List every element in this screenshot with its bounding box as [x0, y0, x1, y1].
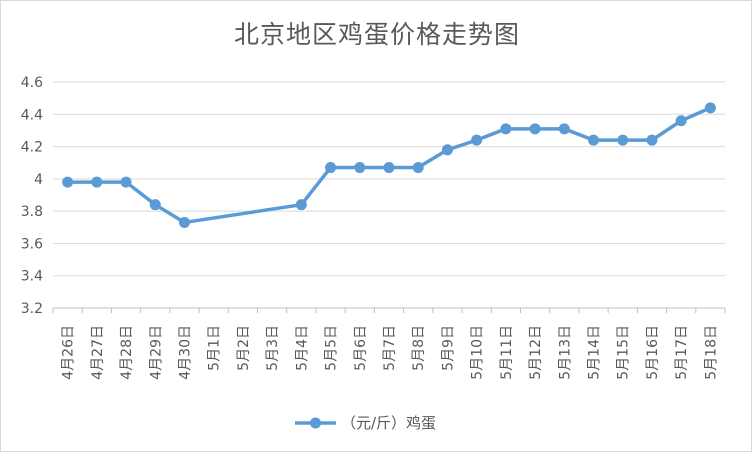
x-tick-label: 5月8日 [411, 325, 427, 371]
y-tick-label: 3.2 [21, 301, 43, 317]
x-tick-label: 5月7日 [382, 325, 398, 371]
data-point [62, 176, 74, 188]
x-tick-label: 5月3日 [265, 325, 281, 371]
data-point [149, 199, 161, 211]
x-tick-label: 4月26日 [61, 325, 77, 380]
y-tick-label: 4 [34, 172, 43, 188]
y-tick-label: 3.4 [21, 269, 43, 285]
x-tick-label: 5月10日 [470, 325, 486, 380]
x-tick-label: 4月28日 [119, 325, 135, 380]
data-point [178, 216, 190, 228]
y-tick-label: 4.4 [21, 107, 43, 123]
y-tick-label: 4.6 [21, 75, 43, 91]
data-point [412, 162, 424, 174]
x-tick-label: 4月27日 [90, 325, 106, 380]
data-point [325, 162, 337, 174]
data-point [441, 144, 453, 156]
data-point [120, 176, 132, 188]
x-tick-label: 5月14日 [587, 325, 603, 380]
data-point [704, 102, 716, 114]
x-tick-label: 5月9日 [440, 325, 456, 371]
legend-marker [310, 417, 321, 429]
data-point [471, 134, 483, 146]
x-tick-label: 5月17日 [674, 325, 690, 380]
data-point [91, 176, 103, 188]
y-tick-label: 3.8 [21, 204, 43, 220]
chart-title: 北京地区鸡蛋价格走势图 [233, 20, 520, 49]
x-tick-label: 5月6日 [353, 325, 369, 371]
data-point [295, 199, 307, 211]
x-tick-label: 4月30日 [177, 325, 193, 380]
gridlines [53, 81, 725, 309]
data-point [529, 123, 541, 135]
x-tick-label: 5月15日 [616, 325, 632, 380]
data-point [500, 123, 512, 135]
y-tick-label: 3.6 [21, 236, 43, 252]
data-point [354, 162, 366, 174]
x-tick-label: 5月2日 [236, 325, 252, 371]
x-tick-label: 5月4日 [294, 325, 310, 371]
y-tick-label: 4.2 [21, 140, 43, 156]
data-point [588, 134, 600, 146]
data-point [617, 134, 629, 146]
x-tick-label: 5月5日 [324, 325, 340, 371]
data-point [646, 134, 658, 146]
x-tick-label: 5月13日 [557, 325, 573, 380]
data-point [383, 162, 395, 174]
legend-label: （元/斤）鸡蛋 [341, 414, 436, 432]
data-point [558, 123, 570, 135]
x-tick-label: 5月16日 [645, 325, 661, 380]
x-tick-label: 5月11日 [499, 325, 515, 380]
x-tick-label: 4月29日 [148, 325, 164, 380]
x-tick-label: 5月1日 [207, 325, 223, 371]
x-tick-label: 5月18日 [703, 325, 719, 380]
data-point [675, 115, 687, 127]
x-tick-label: 5月12日 [528, 325, 544, 380]
